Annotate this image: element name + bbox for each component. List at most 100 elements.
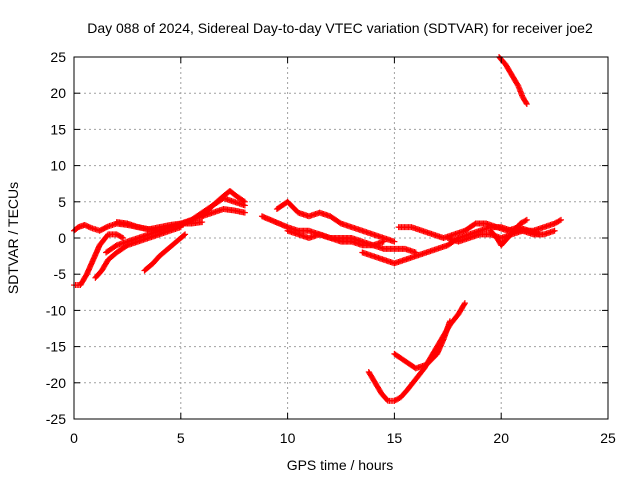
data-points — [71, 54, 565, 404]
trace-marker — [155, 231, 162, 238]
y-tick-label: 10 — [50, 158, 66, 174]
series-track-e — [92, 224, 184, 281]
trace-marker — [239, 197, 246, 204]
trace-marker — [513, 80, 520, 87]
trace-marker — [335, 218, 342, 225]
trace-marker — [179, 233, 186, 240]
trace-marker — [368, 252, 375, 259]
trace-marker — [411, 253, 418, 260]
trace-marker — [509, 229, 516, 236]
series-track-n — [487, 216, 530, 249]
trace-marker — [515, 222, 522, 229]
trace-marker — [402, 389, 409, 396]
series-track-j — [284, 227, 387, 249]
trace-marker — [379, 239, 386, 246]
series-track-o — [365, 300, 468, 404]
trace-marker — [446, 319, 453, 326]
trace-marker — [231, 191, 238, 198]
trace-marker — [555, 218, 562, 225]
series-track-c — [199, 187, 248, 220]
trace-marker — [464, 235, 471, 242]
trace-marker — [395, 395, 402, 402]
trace-marker — [358, 227, 365, 234]
y-tick-label: -25 — [46, 411, 66, 427]
trace-marker — [133, 223, 140, 230]
trace-marker — [522, 98, 529, 105]
trace-marker — [154, 255, 161, 262]
trace-marker — [118, 234, 125, 241]
series-track-i — [273, 198, 398, 245]
trace-marker — [240, 197, 247, 204]
trace-marker — [368, 230, 375, 237]
trace-marker — [103, 259, 110, 266]
trace-marker — [162, 247, 169, 254]
trace-marker — [550, 220, 557, 227]
trace-marker — [207, 204, 214, 211]
trace-marker — [492, 223, 499, 230]
axis-ticks: 0 5 10 15 20 25 25 20 15 10 5 0 -5 -10 -15 -20 -25 — [46, 49, 616, 446]
y-tick-label: 0 — [58, 230, 66, 246]
trace-marker — [218, 194, 225, 201]
y-tick-label: 25 — [50, 49, 66, 65]
trace-marker — [399, 356, 406, 363]
trace-marker — [171, 240, 178, 247]
x-tick-label: 5 — [177, 430, 185, 446]
trace-marker — [556, 217, 563, 224]
trace-marker — [422, 249, 429, 256]
trace-marker — [410, 363, 417, 370]
trace-marker — [293, 207, 300, 214]
trace-marker — [325, 234, 332, 241]
trace-marker — [377, 388, 384, 395]
trace-marker — [432, 352, 439, 359]
trace-marker — [111, 251, 118, 258]
y-tick-label: -20 — [46, 375, 66, 391]
trace-marker — [144, 235, 151, 242]
x-axis-label: GPS time / hours — [287, 457, 394, 473]
x-tick-label: 0 — [70, 430, 78, 446]
y-tick-label: 20 — [50, 85, 66, 101]
trace-marker — [502, 237, 509, 244]
series-track-q — [496, 54, 530, 108]
trace-marker — [293, 230, 300, 237]
trace-marker — [389, 397, 396, 404]
y-axis-label: SDTVAR / TECUs — [5, 182, 21, 294]
trace-marker — [197, 219, 204, 226]
trace-marker — [229, 198, 236, 205]
trace-marker — [347, 223, 354, 230]
trace-marker — [123, 220, 130, 227]
y-tick-label: -10 — [46, 302, 66, 318]
trace-marker — [103, 224, 110, 231]
trace-marker — [460, 302, 467, 309]
trace-marker — [165, 228, 172, 235]
trace-marker — [539, 224, 546, 231]
series-track-g — [71, 231, 127, 289]
trace-marker — [102, 224, 109, 231]
series-track-f — [141, 231, 189, 274]
chart-title: Day 088 of 2024, Sidereal Day-to-day VTE… — [87, 20, 593, 36]
trace-marker — [370, 377, 377, 384]
x-tick-label: 15 — [387, 430, 403, 446]
trace-marker — [507, 69, 514, 76]
trace-marker — [523, 99, 530, 106]
trace-marker — [550, 228, 557, 235]
x-tick-label: 20 — [493, 430, 509, 446]
trace-marker — [521, 218, 528, 225]
trace-marker — [112, 231, 119, 238]
trace-marker — [461, 301, 468, 308]
trace-marker — [147, 262, 154, 269]
trace-marker — [400, 257, 407, 264]
trace-marker — [96, 269, 103, 276]
trace-marker — [181, 232, 188, 239]
trace-marker — [111, 243, 118, 250]
trace-marker — [390, 238, 397, 245]
x-tick-label: 25 — [600, 430, 616, 446]
y-tick-label: 5 — [58, 194, 66, 210]
trace-marker — [522, 217, 529, 224]
x-tick-label: 10 — [280, 430, 296, 446]
y-tick-label: -5 — [54, 266, 67, 282]
y-tick-label: -15 — [46, 339, 66, 355]
trace-marker — [122, 243, 129, 250]
trace-marker — [379, 256, 386, 263]
trace-marker — [82, 273, 89, 280]
